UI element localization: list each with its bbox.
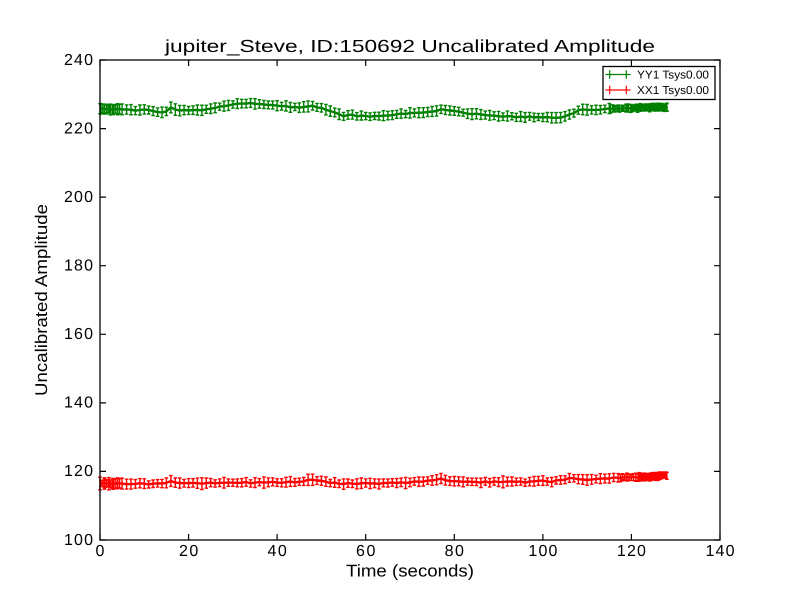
svg-text:Uncalibrated Amplitude: Uncalibrated Amplitude bbox=[32, 204, 51, 396]
svg-text:60: 60 bbox=[356, 543, 375, 560]
svg-text:100: 100 bbox=[528, 543, 557, 560]
svg-text:220: 220 bbox=[64, 120, 93, 137]
svg-text:80: 80 bbox=[445, 543, 464, 560]
svg-text:jupiter_Steve, ID:150692 Uncal: jupiter_Steve, ID:150692 Uncalibrated Am… bbox=[164, 36, 655, 56]
svg-text:0: 0 bbox=[96, 543, 105, 560]
svg-text:100: 100 bbox=[64, 532, 93, 549]
svg-text:120: 120 bbox=[617, 543, 646, 560]
svg-text:Time (seconds): Time (seconds) bbox=[346, 562, 474, 581]
svg-text:160: 160 bbox=[64, 326, 93, 343]
svg-text:XX1 Tsys0.00: XX1 Tsys0.00 bbox=[637, 85, 709, 97]
svg-text:120: 120 bbox=[64, 463, 93, 480]
svg-text:40: 40 bbox=[267, 543, 286, 560]
svg-text:YY1 Tsys0.00: YY1 Tsys0.00 bbox=[637, 70, 709, 82]
svg-text:240: 240 bbox=[64, 52, 93, 69]
svg-text:180: 180 bbox=[64, 258, 93, 275]
svg-text:200: 200 bbox=[64, 189, 93, 206]
svg-text:140: 140 bbox=[706, 543, 735, 560]
svg-text:20: 20 bbox=[179, 543, 198, 560]
svg-text:140: 140 bbox=[64, 395, 93, 412]
